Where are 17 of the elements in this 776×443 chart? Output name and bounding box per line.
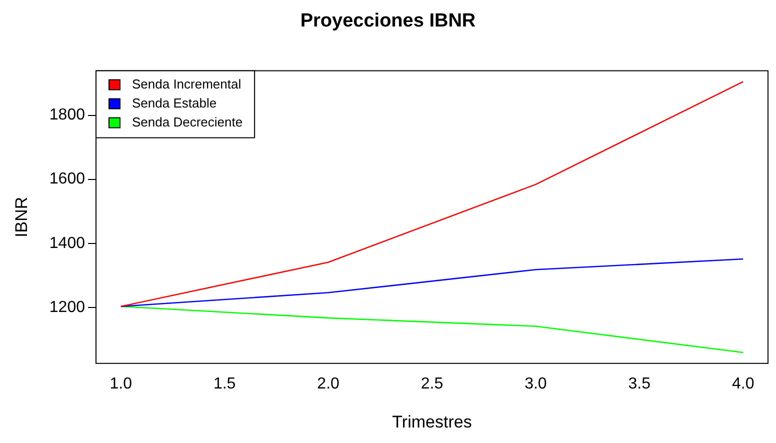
legend-label: Senda Incremental bbox=[132, 76, 242, 92]
x-tick-label: 1.5 bbox=[213, 375, 236, 392]
x-tick-label: 3.5 bbox=[628, 375, 651, 392]
x-tick-label: 1.0 bbox=[110, 375, 132, 392]
x-tick-label: 3.0 bbox=[524, 375, 547, 392]
y-axis-title: IBNR bbox=[12, 196, 31, 238]
x-tick-label: 2.5 bbox=[420, 375, 444, 392]
x-axis-title: Trimestres bbox=[392, 412, 472, 432]
y-tick-label: 1800 bbox=[49, 106, 86, 124]
x-tick-label: 2.0 bbox=[317, 375, 340, 392]
y-tick-label: 1400 bbox=[49, 234, 86, 252]
y-tick-label: 1200 bbox=[49, 298, 86, 316]
x-tick-label: 4.0 bbox=[732, 375, 754, 392]
legend-label: Senda Decreciente bbox=[132, 114, 243, 130]
chart-title: Proyecciones IBNR bbox=[300, 10, 476, 32]
y-tick-label: 1600 bbox=[49, 170, 86, 188]
legend-label: Senda Estable bbox=[132, 95, 217, 110]
